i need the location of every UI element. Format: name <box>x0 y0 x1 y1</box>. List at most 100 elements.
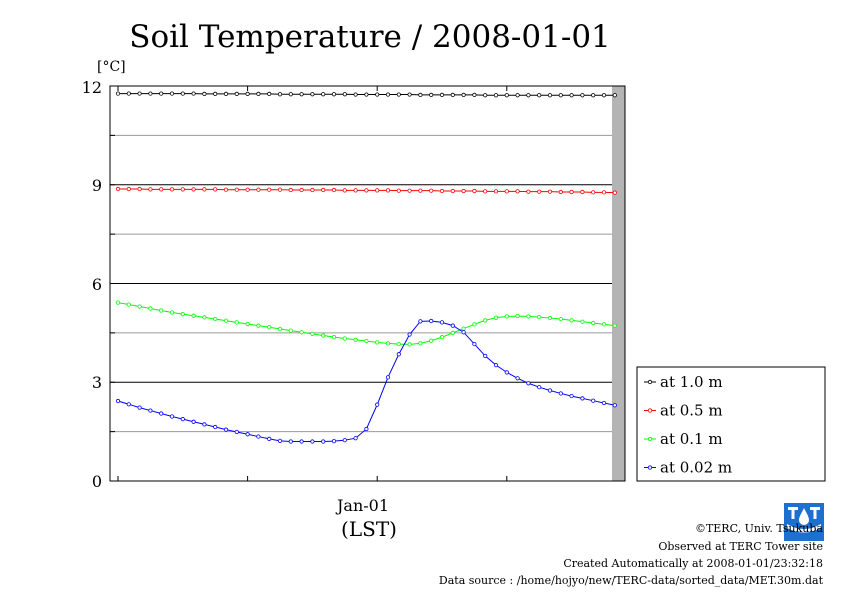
data-point <box>202 422 207 427</box>
data-point <box>526 314 531 319</box>
data-point <box>202 187 207 192</box>
data-point <box>310 331 315 336</box>
data-point <box>115 398 121 404</box>
y-tick-label: 0 <box>92 472 102 491</box>
y-tick-label: 12 <box>82 78 102 97</box>
data-point <box>223 187 229 192</box>
data-point <box>137 186 142 192</box>
data-point <box>483 93 488 98</box>
series-0 <box>115 91 617 98</box>
data-point <box>375 188 380 193</box>
data-point <box>547 388 553 393</box>
plot-right-band <box>612 86 625 481</box>
data-point <box>612 403 617 408</box>
data-point <box>331 335 337 340</box>
data-point <box>385 92 391 97</box>
data-point <box>612 190 617 195</box>
data-point <box>159 91 164 96</box>
data-point <box>515 93 520 98</box>
data-point <box>299 439 304 444</box>
data-point <box>213 187 218 192</box>
data-point <box>439 188 445 194</box>
data-point <box>591 190 596 195</box>
legend-item: at 1.0 m <box>644 373 723 391</box>
data-point <box>569 93 574 98</box>
data-point <box>612 93 617 98</box>
data-point <box>169 414 175 419</box>
data-point <box>191 91 196 96</box>
data-point <box>450 92 455 97</box>
data-point <box>213 424 218 430</box>
chart-title: Soil Temperature / 2008-01-01 <box>129 19 611 55</box>
y-tick-label: 3 <box>92 373 102 392</box>
data-point <box>472 92 477 97</box>
data-point <box>169 91 175 96</box>
data-point <box>137 405 142 410</box>
data-point <box>547 189 553 194</box>
data-point <box>591 93 596 98</box>
data-point <box>267 325 272 330</box>
data-point <box>504 314 509 319</box>
data-point <box>137 91 142 96</box>
data-point <box>267 187 272 192</box>
data-point <box>277 326 283 332</box>
data-point <box>461 326 466 331</box>
data-point <box>591 398 596 403</box>
data-point <box>364 92 369 97</box>
terc-logo-icon <box>784 503 824 541</box>
legend-label: at 0.5 m <box>660 402 723 420</box>
data-point <box>407 342 412 347</box>
data-point <box>180 417 185 422</box>
data-point <box>396 188 401 193</box>
data-point <box>429 188 434 193</box>
data-point <box>375 402 380 407</box>
data-point <box>342 92 347 97</box>
grid <box>110 85 625 482</box>
data-point <box>126 186 131 192</box>
data-point <box>288 187 293 193</box>
data-point <box>223 427 229 432</box>
legend-label: at 1.0 m <box>660 373 723 391</box>
data-point <box>234 320 239 325</box>
data-point <box>180 91 185 96</box>
data-point <box>288 439 293 444</box>
data-point <box>569 189 574 195</box>
data-point <box>115 91 121 96</box>
legend-marker <box>647 408 653 413</box>
series-1 <box>115 186 617 195</box>
data-point <box>601 93 607 98</box>
data-point <box>299 92 304 97</box>
data-point <box>450 330 455 335</box>
data-point <box>277 438 283 443</box>
data-point <box>245 91 250 97</box>
data-point <box>256 323 261 328</box>
data-point <box>288 328 293 333</box>
data-point <box>612 323 617 328</box>
data-point <box>483 189 488 194</box>
data-point <box>580 93 585 98</box>
footer-observed: Observed at TERC Tower site <box>658 540 823 553</box>
data-point <box>148 91 153 96</box>
data-point <box>569 318 574 323</box>
series-line <box>117 302 615 345</box>
series-2 <box>115 300 617 347</box>
data-point <box>461 92 466 97</box>
data-point <box>213 91 218 97</box>
data-point <box>547 315 553 321</box>
data-point <box>429 338 434 343</box>
data-point <box>256 91 261 97</box>
data-point <box>537 189 542 194</box>
data-point <box>504 93 509 98</box>
data-point <box>385 375 391 380</box>
data-point <box>375 92 380 97</box>
y-tick-label: 9 <box>92 176 102 195</box>
data-point <box>526 381 531 386</box>
data-point <box>321 92 326 97</box>
data-point <box>483 353 488 359</box>
x-axis-label: (LST) <box>341 517 397 541</box>
data-point <box>321 187 326 193</box>
data-point <box>169 310 175 315</box>
data-point <box>213 316 218 322</box>
data-point <box>601 400 607 406</box>
data-point <box>429 318 434 324</box>
